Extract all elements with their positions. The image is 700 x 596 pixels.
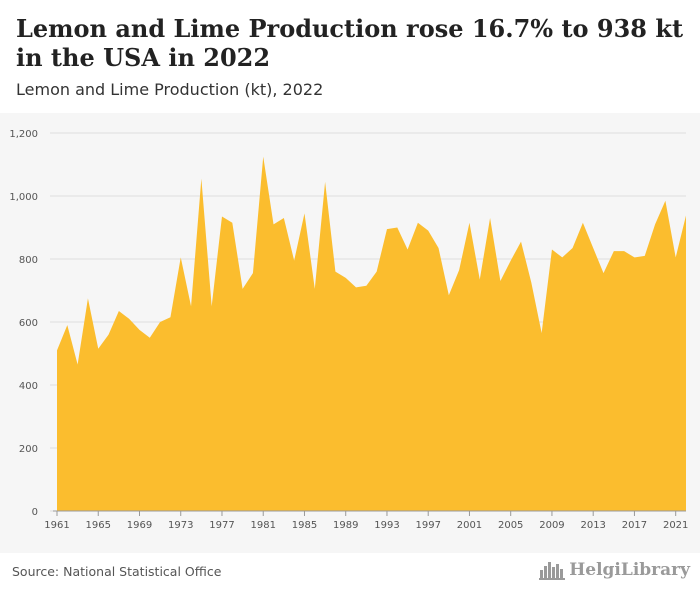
x-tick-label: 1961 [44,520,69,531]
data-point [85,295,91,301]
data-point [178,254,184,260]
logo-text: HelgiLibrary [569,560,690,580]
data-point [374,269,380,275]
x-tick-label: 1969 [127,520,152,531]
data-point [466,220,472,226]
data-point [570,245,576,251]
x-tick-label: 1985 [292,520,317,531]
x-tick-label: 1965 [86,520,111,531]
data-point [250,270,256,276]
x-tick-label: 1973 [168,520,193,531]
x-tick-label: 1993 [374,520,399,531]
y-tick-label: 1,200 [9,129,38,140]
chart-subtitle: Lemon and Lime Production (kt), 2022 [16,80,324,99]
data-point [528,280,534,286]
x-tick-label: 1977 [209,520,234,531]
data-point [240,286,246,292]
x-tick-label: 2017 [622,520,647,531]
data-point [518,239,524,245]
footer [0,553,700,596]
helgilibrary-logo: HelgiLibrary [539,560,690,580]
data-point [229,220,235,226]
data-point [136,327,142,333]
data-point [54,347,60,353]
area-series [57,156,686,511]
data-point [126,316,132,322]
data-point [209,303,215,309]
data-point [271,221,277,227]
y-tick-label: 1,000 [9,192,38,203]
source-note: Source: National Statistical Office [12,564,222,579]
data-point [559,254,565,260]
data-point [497,278,503,284]
data-point [260,154,266,160]
data-point [198,176,204,182]
data-point [508,258,514,264]
data-point [384,226,390,232]
x-tick-label: 2001 [457,520,482,531]
data-point [652,221,658,227]
y-tick-label: 600 [19,318,38,329]
data-point [219,213,225,219]
data-point [353,284,359,290]
x-tick-label: 2005 [498,520,523,531]
data-point [580,220,586,226]
data-point [631,254,637,260]
data-point [673,254,679,260]
data-point [394,225,400,231]
data-point [343,275,349,281]
data-point [281,215,287,221]
data-point [436,245,442,251]
x-tick-label: 2009 [539,520,564,531]
data-point [64,322,70,328]
data-point [549,247,555,253]
data-point [415,220,421,226]
data-point [147,335,153,341]
data-point [95,346,101,352]
x-tick-label: 1997 [415,520,440,531]
data-point [106,332,112,338]
x-tick-label: 2021 [663,520,688,531]
y-tick-label: 0 [32,507,38,518]
data-point [312,286,318,292]
x-tick-label: 1981 [251,520,276,531]
data-point [446,292,452,298]
data-point [322,179,328,185]
city-skyline-icon [539,562,566,580]
data-point [601,270,607,276]
data-point [167,314,173,320]
y-tick-label: 400 [19,381,38,392]
page-title: Lemon and Lime Production rose 16.7% to … [16,14,684,72]
data-point [332,269,338,275]
data-point [683,213,689,219]
data-point [363,283,369,289]
data-point [477,276,483,282]
data-point [590,245,596,251]
y-tick-label: 800 [19,255,38,266]
data-point [405,247,411,253]
data-point [75,362,81,368]
x-tick-label: 1989 [333,520,358,531]
data-point [539,330,545,336]
area-chart: 0 200 400 600 800 1,000 1,200 1961 1965 1969 1973 1… [9,129,689,531]
data-point [425,228,431,234]
header: Lemon and Lime Production rose 16.7% to … [0,0,700,113]
data-point [662,198,668,204]
data-point [621,248,627,254]
data-point [456,267,462,273]
data-point [157,319,163,325]
y-tick-label: 200 [19,444,38,455]
data-point [188,303,194,309]
data-point [487,215,493,221]
x-tick-label: 2013 [580,520,605,531]
data-point [642,253,648,259]
data-point [301,210,307,216]
data-point [116,308,122,314]
data-point [291,258,297,264]
data-point [611,248,617,254]
